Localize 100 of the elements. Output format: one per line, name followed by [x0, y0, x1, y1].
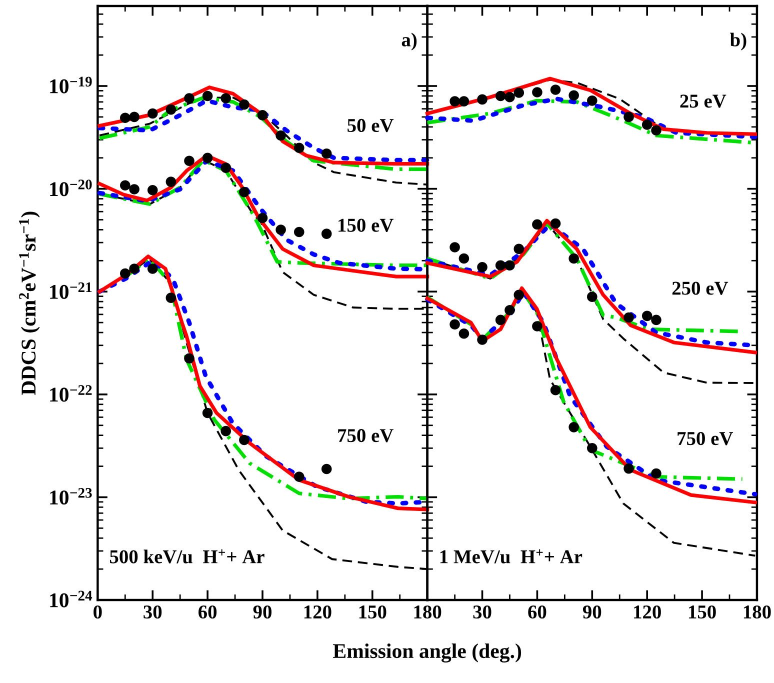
annotation: a): [402, 32, 417, 50]
point: [147, 264, 158, 274]
point: [624, 463, 634, 474]
point: [184, 353, 194, 364]
point: [651, 125, 662, 136]
point: [550, 385, 561, 396]
annotation: b): [730, 32, 746, 50]
point: [166, 176, 176, 187]
point: [587, 292, 598, 302]
line-series: [98, 86, 430, 166]
annotation: 1 MeV/u H$^{+}$+ Ar: [440, 549, 582, 564]
point: [587, 96, 598, 106]
x-tick-label: 0: [94, 605, 102, 619]
point: [294, 472, 304, 482]
point: [532, 87, 542, 98]
point: [202, 90, 213, 102]
point: [458, 96, 470, 106]
annotation: 150 eV: [338, 218, 394, 232]
y-tick-label: 10$^{−22}$: [50, 385, 92, 402]
point: [532, 321, 542, 332]
annotation: 750 eV: [678, 432, 734, 446]
point: [129, 184, 140, 194]
point: [477, 334, 488, 345]
x-axis-title: Emission angle (deg.): [333, 643, 522, 663]
x-tick-label: 150: [359, 605, 386, 619]
point: [550, 218, 561, 229]
point: [257, 110, 268, 120]
annotation: 50 eV: [348, 118, 394, 132]
point: [504, 305, 515, 316]
point: [147, 108, 158, 119]
point: [450, 96, 460, 106]
point: [458, 328, 470, 339]
point: [147, 185, 158, 196]
point: [202, 152, 213, 164]
y-tick-label: 10$^{−20}$: [50, 180, 92, 196]
point: [276, 224, 286, 235]
y-tick-label: 10$^{−23}$: [50, 488, 92, 505]
point: [220, 162, 232, 173]
x-tick-label: 150: [689, 605, 716, 619]
x-tick-label: 30: [144, 605, 162, 619]
y-tick-label: 10$^{−21}$: [50, 282, 92, 299]
annotation: 750 eV: [338, 429, 394, 442]
x-tick-label: 120: [304, 605, 332, 619]
x-tick-label: 120: [634, 605, 661, 619]
point: [239, 434, 250, 446]
point: [504, 260, 515, 271]
point: [477, 94, 488, 105]
y-axis-title: DDCS (cm$^{2}$eV$^{−1}$sr$^{−1}$): [19, 212, 40, 395]
x-tick-label: 30: [473, 605, 492, 619]
point: [202, 408, 213, 418]
point: [568, 422, 579, 432]
point: [458, 253, 470, 264]
point: [450, 319, 460, 330]
point: [294, 142, 304, 154]
x-tick-label: 60: [198, 605, 217, 619]
point: [514, 290, 524, 300]
point: [568, 253, 579, 264]
point: [239, 99, 250, 110]
point: [184, 93, 194, 104]
point: [120, 180, 130, 191]
x-tick-label: 180: [744, 605, 771, 619]
point: [129, 112, 140, 122]
y-tick-label: 10$^{−19}$: [50, 76, 92, 94]
point: [532, 219, 542, 230]
point: [257, 212, 268, 224]
point: [624, 312, 634, 323]
point: [450, 242, 460, 252]
point: [276, 130, 286, 141]
point: [220, 426, 232, 436]
point: [495, 260, 506, 271]
point: [321, 148, 332, 159]
point: [568, 90, 579, 101]
x-tick-label: 60: [528, 605, 546, 619]
point: [642, 120, 652, 130]
point: [651, 314, 662, 326]
point: [166, 104, 176, 115]
point: [550, 84, 561, 95]
annotation: 250 eV: [672, 282, 728, 295]
point: [587, 443, 598, 454]
point: [624, 112, 634, 122]
x-tick-label: 90: [582, 605, 602, 619]
point: [129, 264, 140, 274]
point: [514, 244, 524, 254]
point: [184, 156, 194, 166]
point: [120, 268, 130, 279]
point: [495, 90, 506, 102]
point: [514, 88, 524, 98]
annotation: 25 eV: [680, 94, 726, 108]
x-tick-label: 180: [414, 605, 442, 619]
point: [294, 226, 304, 238]
point: [321, 228, 332, 239]
point: [495, 314, 506, 326]
point: [321, 464, 332, 474]
point: [166, 292, 176, 303]
point: [239, 186, 250, 198]
point: [651, 468, 662, 479]
point: [642, 310, 652, 322]
point: [220, 93, 232, 104]
point: [477, 262, 488, 272]
x-tick-label: 90: [253, 605, 272, 619]
